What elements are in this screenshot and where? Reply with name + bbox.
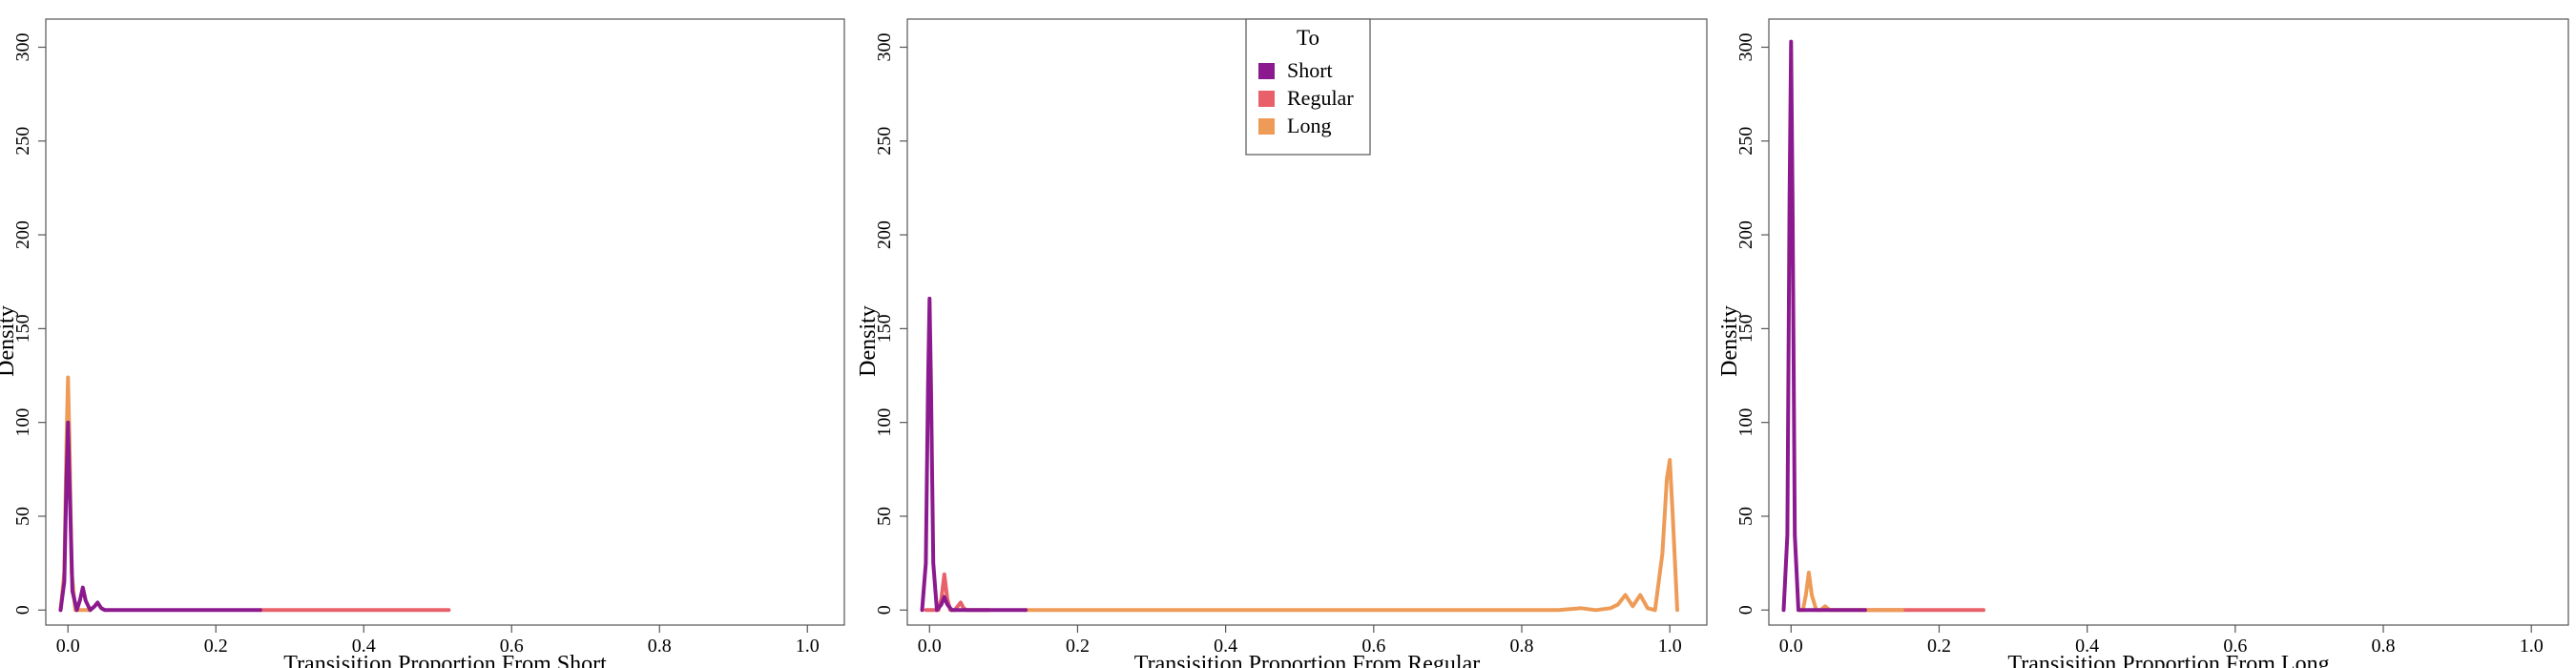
density-curve-short-1 [58, 420, 262, 613]
y-axis-title: Density [1717, 305, 1742, 377]
x-tick-label: 0.4 [352, 636, 376, 657]
y-tick-label: 200 [874, 220, 895, 249]
x-tick-label: 0.6 [1361, 636, 1385, 657]
legend-label-regular: Regular [1287, 86, 1354, 110]
x-tick-label: 0.8 [648, 636, 672, 657]
y-tick-label: 50 [874, 507, 895, 526]
x-tick-label: 0.8 [2372, 636, 2396, 657]
plot-frame-1 [45, 18, 845, 626]
x-axis-title: Transisition Proportion From Regular [1134, 652, 1480, 668]
x-tick-label: 0.2 [204, 636, 228, 657]
legend-label-long: Long [1287, 114, 1331, 137]
y-tick-label: 0 [874, 605, 895, 615]
y-tick-label: 0 [1735, 605, 1756, 615]
legend-label-short: Short [1287, 58, 1333, 82]
y-tick-label: 250 [12, 127, 33, 156]
legend-swatch-long [1258, 118, 1275, 135]
y-tick-label: 300 [1735, 32, 1756, 61]
legend-swatch-regular [1258, 91, 1275, 107]
legend-title: To [1297, 26, 1319, 50]
y-tick-label: 0 [12, 605, 33, 615]
x-tick-label: 0.4 [2075, 636, 2099, 657]
y-tick-label: 100 [1735, 408, 1756, 437]
y-axis-title: Density [856, 305, 881, 377]
density-curve-long-2 [1024, 458, 1679, 613]
x-tick-label: 0.2 [1066, 636, 1090, 657]
y-tick-label: 200 [1735, 220, 1756, 249]
plot-frame-3 [1768, 18, 2569, 626]
y-tick-label: 150 [874, 314, 895, 343]
y-tick-label: 250 [1735, 127, 1756, 156]
x-tick-label: 0.6 [500, 636, 524, 657]
x-tick-label: 0.0 [56, 636, 80, 657]
density-curve-short-2 [920, 296, 1028, 613]
density-curve-long-3 [1797, 571, 1904, 613]
y-tick-label: 300 [874, 32, 895, 61]
x-tick-label: 1.0 [1658, 636, 1682, 657]
y-tick-label: 250 [874, 127, 895, 156]
y-tick-label: 50 [1735, 507, 1756, 526]
x-tick-label: 1.0 [2520, 636, 2544, 657]
legend-swatch-short [1258, 63, 1275, 79]
x-tick-label: 0.0 [918, 636, 942, 657]
y-tick-label: 50 [12, 507, 33, 526]
x-tick-label: 0.6 [2223, 636, 2247, 657]
y-tick-label: 200 [12, 220, 33, 249]
x-tick-label: 0.2 [1927, 636, 1951, 657]
x-axis-title: Transisition Proportion From Short [283, 652, 607, 668]
y-tick-label: 300 [12, 32, 33, 61]
y-tick-label: 100 [874, 408, 895, 437]
x-tick-label: 0.8 [1510, 636, 1534, 657]
y-tick-label: 150 [1735, 314, 1756, 343]
y-tick-label: 100 [12, 408, 33, 437]
y-axis-title: Density [0, 305, 19, 377]
x-tick-label: 0.0 [1779, 636, 1803, 657]
x-tick-label: 0.4 [1214, 636, 1237, 657]
x-axis-title: Transisition Proportion From Long [2007, 652, 2329, 668]
x-tick-label: 1.0 [796, 636, 820, 657]
density-curve-short-3 [1781, 39, 1867, 613]
y-tick-label: 150 [12, 314, 33, 343]
